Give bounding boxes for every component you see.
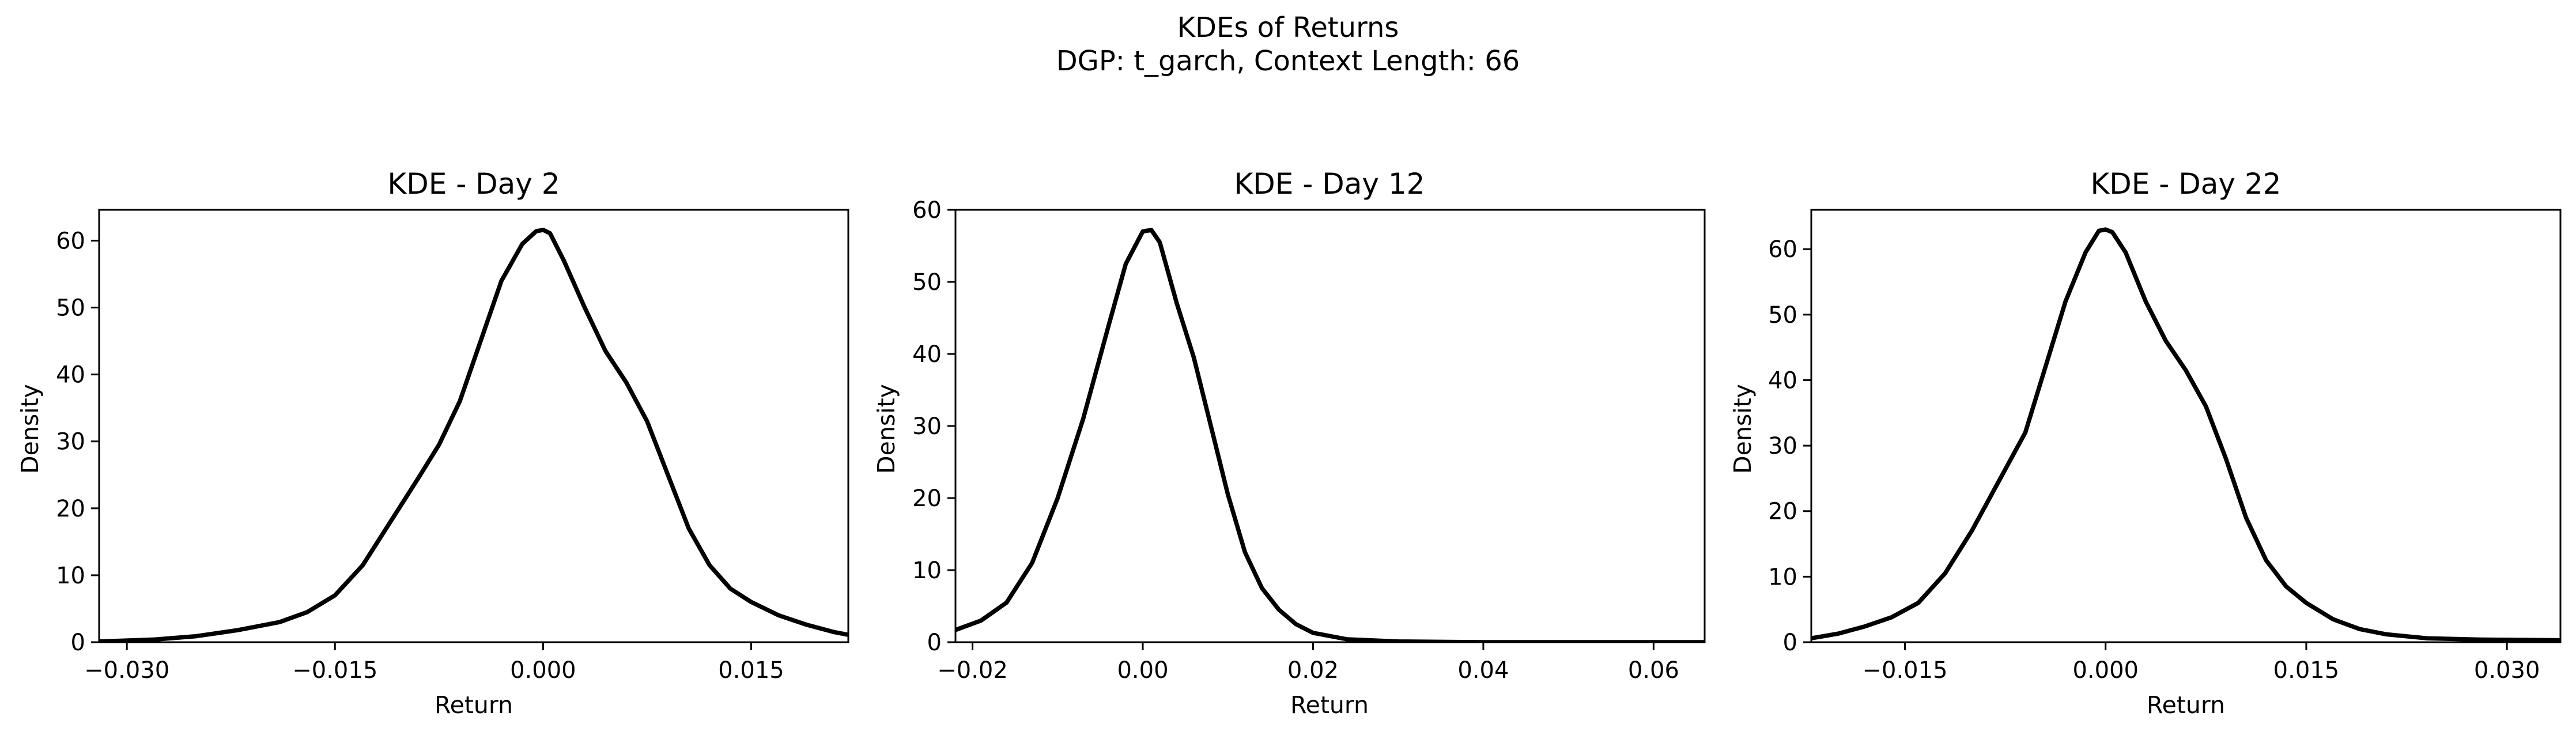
y-tick-label: 60 — [912, 197, 942, 224]
x-tick-label: −0.015 — [1862, 657, 1947, 684]
x-tick-label: 0.02 — [1287, 657, 1339, 684]
axes-frame — [954, 209, 1706, 643]
kde-curve-0 — [955, 228, 1705, 642]
axes-frame — [98, 209, 849, 643]
y-tick-label: 40 — [1768, 367, 1797, 394]
axes-frame — [1810, 209, 2562, 643]
plot-area: −0.030 −0.015 0.000 0.015 0 10 20 30 40 50 60 — [56, 209, 849, 684]
y-tick-label: 20 — [912, 485, 942, 512]
y-tick-label: 40 — [912, 341, 942, 368]
x-axis-label: Return — [435, 691, 513, 719]
y-tick-label: 10 — [912, 557, 942, 584]
x-tick-label: 0.00 — [1117, 657, 1168, 684]
kde-curve-0 — [99, 228, 848, 642]
x-tick-label: 0.06 — [1628, 657, 1679, 684]
panel-kde-day-22: KDE - Day 22 Return Density −0.015 0.000 0… — [1729, 167, 2562, 719]
y-tick-label: 50 — [912, 269, 942, 296]
panel-kde-day-2: KDE - Day 2 Return Density −0.030 −0.015 0… — [16, 167, 849, 719]
y-tick-label: 50 — [1768, 302, 1797, 329]
y-axis-label: Density — [1729, 384, 1757, 474]
x-tick-label: 0.04 — [1457, 657, 1509, 684]
y-tick-label: 10 — [1768, 564, 1797, 590]
x-tick-label: 0.000 — [2072, 657, 2139, 684]
panel-title: KDE - Day 2 — [387, 167, 560, 201]
plot-area: −0.015 0.000 0.015 0.030 0 10 20 30 40 50 60 — [1768, 209, 2562, 684]
y-tick-label: 10 — [56, 563, 85, 589]
panel-title: KDE - Day 12 — [1234, 167, 1425, 201]
x-tick-label: 0.000 — [510, 657, 576, 684]
y-tick-label: 60 — [56, 228, 85, 254]
y-tick-label: 0 — [1783, 630, 1797, 656]
y-tick-label: 30 — [1768, 433, 1797, 459]
y-tick-label: 40 — [56, 362, 85, 389]
y-tick-label: 0 — [71, 630, 85, 656]
y-tick-label: 50 — [56, 295, 85, 322]
y-axis-label: Density — [872, 384, 900, 474]
y-tick-label: 30 — [912, 413, 942, 440]
y-tick-label: 20 — [1768, 499, 1797, 525]
x-tick-label: −0.030 — [84, 657, 169, 684]
figure-title-line-2: DGP: t_garch, Context Length: 66 — [1056, 45, 1520, 77]
plot-area: −0.02 0.00 0.02 0.04 0.06 0 10 20 30 40 50 60 — [912, 197, 1706, 684]
panel-kde-day-12: KDE - Day 12 Return Density −0.02 0.00 0.0… — [872, 167, 1706, 719]
y-tick-label: 30 — [56, 429, 85, 455]
y-tick-label: 20 — [56, 496, 85, 522]
x-axis-label: Return — [1290, 691, 1369, 719]
panel-title: KDE - Day 22 — [2091, 167, 2282, 201]
figure-title-line-1: KDEs of Returns — [1177, 12, 1399, 44]
y-axis-label: Density — [16, 384, 44, 474]
x-tick-label: 0.030 — [2474, 657, 2540, 684]
y-tick-label: 60 — [1768, 236, 1797, 263]
x-tick-label: −0.015 — [292, 657, 377, 684]
x-tick-label: 0.015 — [718, 657, 784, 684]
x-tick-label: 0.015 — [2273, 657, 2340, 684]
x-axis-label: Return — [2147, 691, 2225, 719]
kde-curve-0 — [1811, 227, 2560, 642]
x-tick-label: −0.02 — [937, 657, 1008, 684]
y-tick-label: 0 — [927, 630, 942, 656]
